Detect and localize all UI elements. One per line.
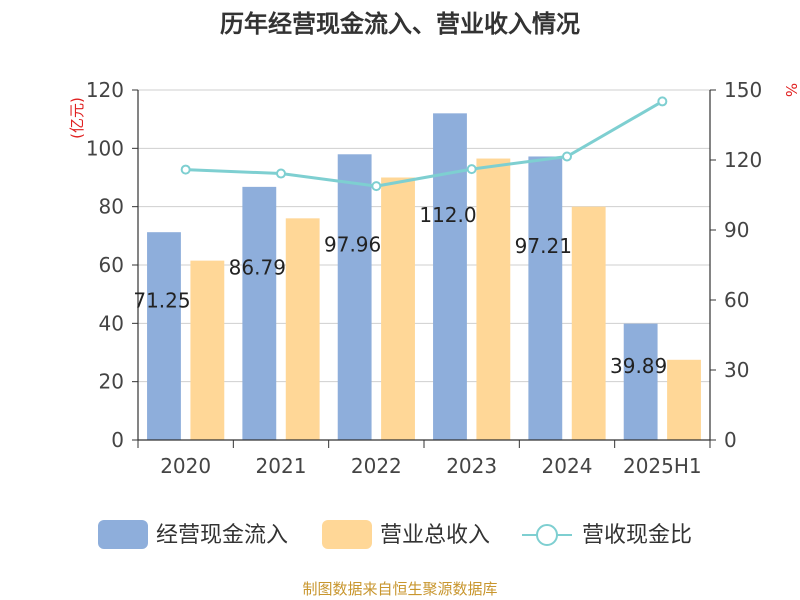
bar-revenue xyxy=(571,206,606,440)
legend-swatch-cash-inflow xyxy=(98,520,148,549)
left-tick-label: 100 xyxy=(86,136,124,160)
ratio-point xyxy=(180,164,191,175)
right-axis-ticks: 0 30 60 90 120 150 xyxy=(710,78,762,452)
left-tick-label: 0 xyxy=(111,428,124,452)
right-tick-label: 90 xyxy=(724,218,749,242)
data-source-note: 制图数据来自恒生聚源数据库 xyxy=(302,580,497,598)
right-tick-label: 60 xyxy=(724,288,749,312)
x-tick-label: 2023 xyxy=(446,454,497,478)
left-tick-label: 20 xyxy=(99,370,124,394)
bar-value-label: 97.21 xyxy=(515,234,572,258)
bar-cash-inflow xyxy=(242,186,277,440)
right-tick-label: 30 xyxy=(724,358,749,382)
ratio-point xyxy=(466,164,477,175)
right-tick-label: 0 xyxy=(724,428,737,452)
right-axis-unit: % xyxy=(782,83,800,97)
bar-cash-inflow xyxy=(433,113,467,440)
bar-value-labels: 71.25 86.79 97.96 112.0 97.21 39.89 xyxy=(133,203,667,378)
right-tick-label: 120 xyxy=(724,148,762,172)
x-tick-label: 2022 xyxy=(351,454,402,478)
gridlines xyxy=(138,89,710,383)
bar-cash-inflow xyxy=(337,154,372,441)
bar-revenue xyxy=(476,158,511,440)
bar-value-label: 86.79 xyxy=(229,256,286,280)
ratio-line-path xyxy=(185,100,664,188)
bar-revenue xyxy=(285,218,320,440)
chart-title: 历年经营现金流入、营业收入情况 xyxy=(220,10,580,38)
ratio-point xyxy=(276,168,286,179)
x-tick-label: 2024 xyxy=(542,454,593,478)
bar-value-label: 39.89 xyxy=(610,354,667,378)
left-tick-label: 120 xyxy=(86,78,124,102)
x-tick-label: 2021 xyxy=(256,454,307,478)
left-axis-unit: (亿元) xyxy=(68,97,86,139)
bar-revenue xyxy=(190,260,225,440)
bar-revenue xyxy=(667,359,701,440)
x-tick-label: 2025H1 xyxy=(623,454,702,478)
x-tick-label: 2020 xyxy=(160,454,211,478)
bar-cash-inflow xyxy=(528,156,563,441)
left-tick-label: 60 xyxy=(99,253,124,277)
left-axis-ticks: 0 20 40 60 80 100 120 xyxy=(86,78,138,452)
bars xyxy=(147,113,701,441)
bar-value-label: 97.96 xyxy=(324,232,381,256)
legend-label-ratio: 营收现金比 xyxy=(582,523,692,548)
bar-cash-inflow xyxy=(623,323,658,440)
legend-label-revenue: 营业总收入 xyxy=(380,523,490,548)
ratio-line xyxy=(180,96,668,192)
left-tick-label: 40 xyxy=(99,311,124,335)
right-tick-label: 150 xyxy=(724,78,762,102)
x-axis-ticks: 2020 2021 2022 2023 2024 2025H1 xyxy=(137,440,711,478)
bar-value-label: 112.0 xyxy=(419,203,476,227)
bar-value-label: 71.25 xyxy=(133,288,190,312)
legend-swatch-revenue xyxy=(322,520,372,549)
bar-revenue xyxy=(381,177,415,440)
legend-marker-ratio xyxy=(536,524,558,546)
legend: 经营现金流入 营业总收入 营收现金比 xyxy=(98,520,692,549)
left-tick-label: 80 xyxy=(99,195,124,219)
ratio-point xyxy=(371,181,382,192)
bar-cash-inflow xyxy=(147,232,181,440)
legend-label-cash-inflow: 经营现金流入 xyxy=(156,523,288,548)
ratio-point xyxy=(562,151,572,162)
ratio-point xyxy=(657,96,668,107)
